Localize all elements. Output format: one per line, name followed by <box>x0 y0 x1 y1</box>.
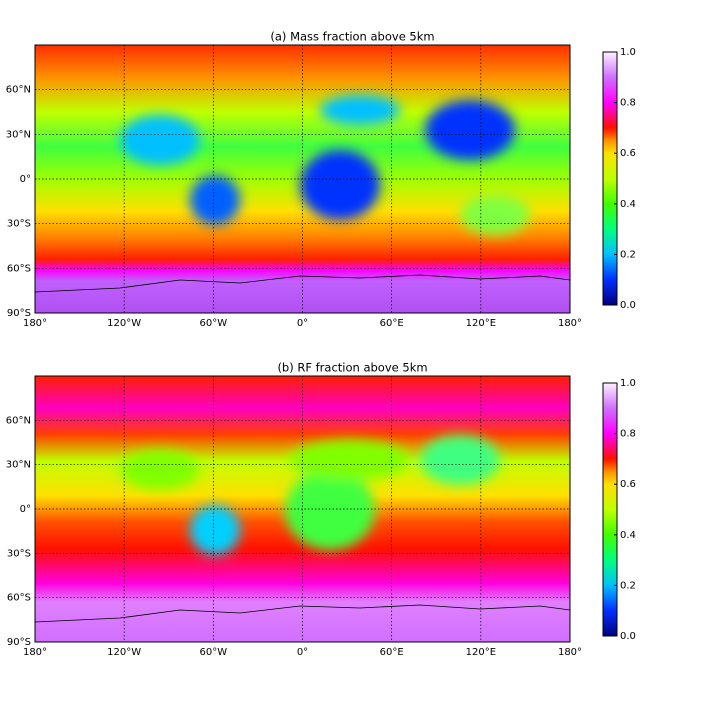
colorbar-tick-label: 1.0 <box>620 47 636 58</box>
y-tick-label: 90°S <box>7 308 31 319</box>
colorbar-tick-label: 0.6 <box>620 148 636 159</box>
x-tick-label: 60°E <box>380 647 404 658</box>
colorbar-tick-label: 0.0 <box>620 300 636 311</box>
x-tick-label: 0° <box>297 647 308 658</box>
y-tick-label: 0° <box>20 504 31 515</box>
x-tick-label: 180° <box>558 647 582 658</box>
x-tick-label: 180° <box>558 318 582 329</box>
colorbar-tick-label: 0.4 <box>620 530 636 541</box>
y-tick-label: 0° <box>20 174 31 185</box>
x-tick-label: 180° <box>23 647 47 658</box>
colorbar-tick-label: 0.0 <box>620 631 636 642</box>
chart-title: (a) Mass fraction above 5km <box>270 30 434 44</box>
x-tick-label: 0° <box>297 318 308 329</box>
y-tick-label: 60°S <box>7 593 31 604</box>
colorbar-tick-label: 0.2 <box>620 249 636 260</box>
y-tick-label: 30°S <box>7 548 31 559</box>
colorbar <box>602 382 618 637</box>
colorbar-tick-label: 0.8 <box>620 429 636 440</box>
x-tick-label: 60°W <box>200 318 228 329</box>
colorbar-tick-label: 0.6 <box>620 479 636 490</box>
coastline <box>34 274 571 293</box>
coastline <box>34 604 571 623</box>
chart-title: (b) RF fraction above 5km <box>277 361 427 375</box>
x-tick-label: 120°W <box>107 318 141 329</box>
y-tick-label: 30°S <box>7 219 31 230</box>
y-tick-label: 30°N <box>6 460 31 471</box>
x-tick-label: 60°W <box>200 647 228 658</box>
colorbar-tick-label: 0.4 <box>620 199 636 210</box>
colorbar-tick-label: 0.8 <box>620 98 636 109</box>
colorbar <box>602 51 618 306</box>
y-tick-label: 90°S <box>7 637 31 648</box>
x-tick-label: 120°E <box>466 318 496 329</box>
y-tick-label: 60°S <box>7 263 31 274</box>
y-tick-label: 30°N <box>6 129 31 140</box>
colorbar-tick-label: 0.2 <box>620 580 636 591</box>
x-tick-label: 120°E <box>466 647 496 658</box>
colorbar-tick-label: 1.0 <box>620 378 636 389</box>
map-frame <box>34 44 571 314</box>
y-tick-label: 60°N <box>6 85 31 96</box>
x-tick-label: 60°E <box>380 318 404 329</box>
x-tick-label: 120°W <box>107 647 141 658</box>
map-frame <box>34 375 571 643</box>
y-tick-label: 60°N <box>6 415 31 426</box>
x-tick-label: 180° <box>23 318 47 329</box>
